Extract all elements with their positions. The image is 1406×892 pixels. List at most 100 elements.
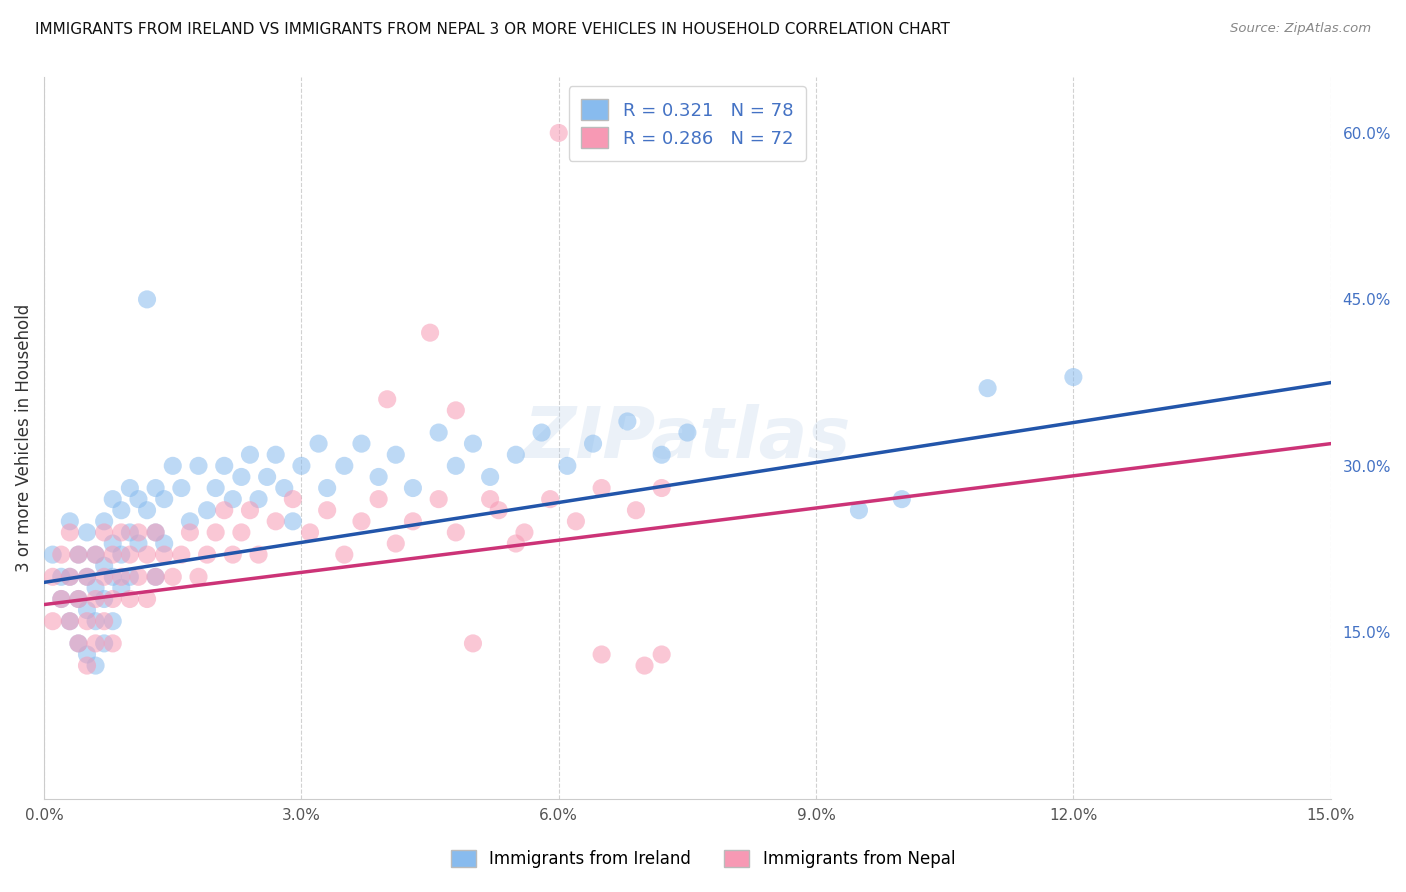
Point — [444, 403, 467, 417]
Point — [264, 514, 287, 528]
Point — [651, 648, 673, 662]
Point — [187, 570, 209, 584]
Point — [212, 503, 235, 517]
Point — [67, 592, 90, 607]
Point — [110, 548, 132, 562]
Point — [145, 481, 167, 495]
Point — [479, 492, 502, 507]
Point — [51, 592, 73, 607]
Point — [145, 570, 167, 584]
Point — [136, 592, 159, 607]
Point — [222, 492, 245, 507]
Point — [281, 492, 304, 507]
Text: ZIPatlas: ZIPatlas — [523, 403, 851, 473]
Point — [427, 492, 450, 507]
Point — [444, 525, 467, 540]
Point — [281, 514, 304, 528]
Point — [350, 514, 373, 528]
Point — [402, 481, 425, 495]
Text: IMMIGRANTS FROM IRELAND VS IMMIGRANTS FROM NEPAL 3 OR MORE VEHICLES IN HOUSEHOLD: IMMIGRANTS FROM IRELAND VS IMMIGRANTS FR… — [35, 22, 950, 37]
Point — [222, 548, 245, 562]
Point — [247, 492, 270, 507]
Point — [101, 536, 124, 550]
Point — [76, 570, 98, 584]
Point — [633, 658, 655, 673]
Point — [651, 481, 673, 495]
Point — [93, 558, 115, 573]
Point — [41, 548, 63, 562]
Point — [557, 458, 579, 473]
Point — [101, 636, 124, 650]
Point — [93, 514, 115, 528]
Point — [256, 470, 278, 484]
Point — [264, 448, 287, 462]
Point — [479, 470, 502, 484]
Point — [153, 536, 176, 550]
Point — [93, 570, 115, 584]
Point — [127, 492, 149, 507]
Point — [1062, 370, 1084, 384]
Point — [616, 414, 638, 428]
Point — [195, 503, 218, 517]
Point — [375, 392, 398, 407]
Point — [136, 293, 159, 307]
Point — [101, 614, 124, 628]
Point — [231, 525, 253, 540]
Point — [547, 126, 569, 140]
Point — [384, 536, 406, 550]
Point — [461, 636, 484, 650]
Point — [84, 548, 107, 562]
Point — [67, 592, 90, 607]
Point — [93, 636, 115, 650]
Point — [204, 525, 226, 540]
Point — [651, 448, 673, 462]
Point — [162, 458, 184, 473]
Point — [333, 458, 356, 473]
Point — [93, 614, 115, 628]
Point — [513, 525, 536, 540]
Point — [212, 458, 235, 473]
Point — [59, 570, 82, 584]
Point — [59, 614, 82, 628]
Point — [565, 514, 588, 528]
Point — [239, 448, 262, 462]
Point — [59, 614, 82, 628]
Point — [67, 636, 90, 650]
Point — [127, 570, 149, 584]
Legend: Immigrants from Ireland, Immigrants from Nepal: Immigrants from Ireland, Immigrants from… — [444, 843, 962, 875]
Point — [384, 448, 406, 462]
Point — [308, 436, 330, 450]
Point — [67, 548, 90, 562]
Point — [538, 492, 561, 507]
Point — [624, 503, 647, 517]
Point — [195, 548, 218, 562]
Point — [59, 525, 82, 540]
Point — [59, 570, 82, 584]
Point — [239, 503, 262, 517]
Point — [153, 548, 176, 562]
Point — [179, 514, 201, 528]
Point — [290, 458, 312, 473]
Point — [582, 436, 605, 450]
Point — [101, 492, 124, 507]
Point — [84, 658, 107, 673]
Point — [402, 514, 425, 528]
Point — [101, 570, 124, 584]
Point — [316, 481, 339, 495]
Point — [84, 592, 107, 607]
Point — [350, 436, 373, 450]
Point — [41, 614, 63, 628]
Point — [316, 503, 339, 517]
Point — [76, 570, 98, 584]
Point — [110, 570, 132, 584]
Point — [76, 648, 98, 662]
Point — [118, 592, 141, 607]
Point — [101, 548, 124, 562]
Point — [444, 458, 467, 473]
Point — [136, 503, 159, 517]
Point — [76, 658, 98, 673]
Point — [76, 525, 98, 540]
Point — [93, 525, 115, 540]
Point — [51, 592, 73, 607]
Point — [976, 381, 998, 395]
